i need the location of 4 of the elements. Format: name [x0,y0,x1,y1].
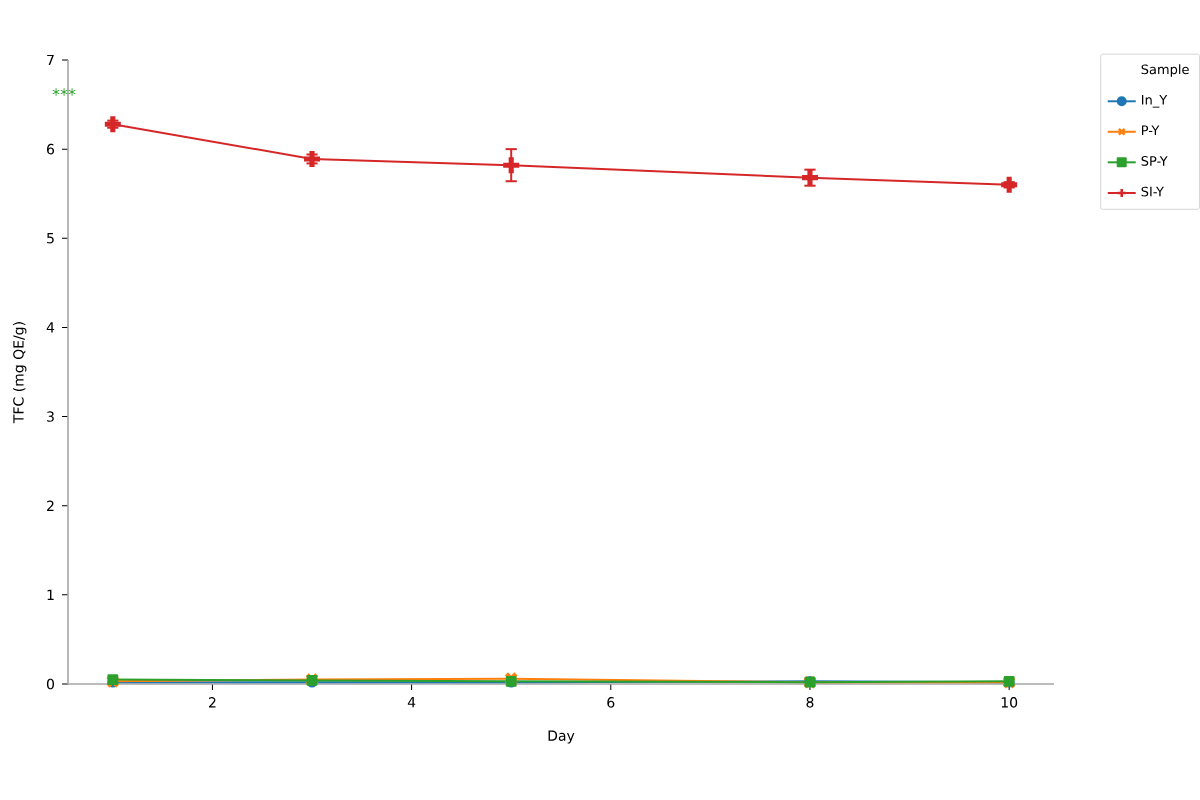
point [1001,176,1018,193]
annotation: *** [52,88,76,96]
point [104,116,121,133]
point [503,157,520,174]
